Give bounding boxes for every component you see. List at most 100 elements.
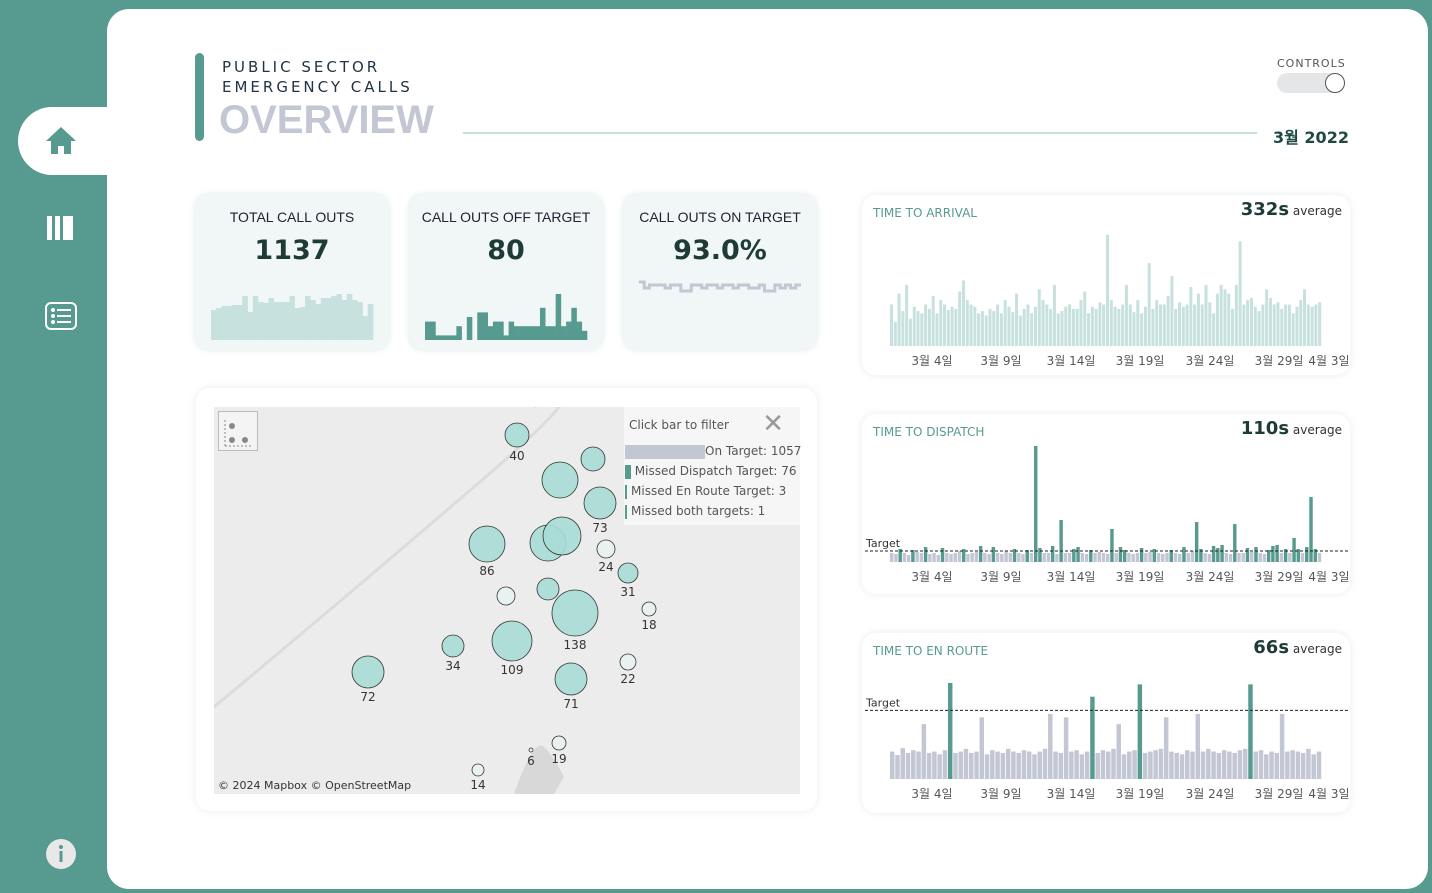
chart-bar[interactable]	[1295, 751, 1301, 779]
chart-bar[interactable]	[1306, 748, 1311, 779]
chart-bar[interactable]	[946, 310, 950, 346]
map-bubble[interactable]	[596, 539, 616, 559]
chart-bar[interactable]	[1253, 306, 1257, 346]
chart-bar[interactable]	[1137, 684, 1143, 779]
chart-bar[interactable]	[1127, 751, 1132, 779]
chart-bar[interactable]	[1280, 308, 1284, 346]
chart-bar[interactable]	[911, 550, 915, 562]
map-bubble[interactable]	[541, 461, 579, 499]
chart-bar[interactable]	[1113, 306, 1117, 346]
chart-bar[interactable]	[953, 752, 958, 779]
chart-bar[interactable]	[1037, 751, 1042, 779]
chart-bar[interactable]	[1101, 553, 1106, 562]
chart-bar[interactable]	[1058, 752, 1064, 779]
chart-bar[interactable]	[974, 751, 979, 779]
chart-bar[interactable]	[1106, 751, 1111, 779]
chart-bar[interactable]	[1237, 750, 1243, 779]
chart-bar[interactable]	[984, 754, 990, 779]
chart-bar[interactable]	[1132, 312, 1136, 346]
chart-bar[interactable]	[1110, 529, 1114, 562]
chart-bar[interactable]	[940, 548, 945, 562]
chart-bar[interactable]	[1032, 754, 1037, 779]
chart-bar[interactable]	[1276, 302, 1280, 346]
chart-bar[interactable]	[1097, 552, 1101, 562]
legend-bar-row[interactable]: On Target: 1057	[624, 443, 801, 461]
chart-bar[interactable]	[942, 750, 948, 779]
chart-bar[interactable]	[1194, 522, 1199, 562]
map-select-tool-icon[interactable]	[218, 411, 258, 451]
chart-bar[interactable]	[1079, 754, 1085, 779]
chart-bar[interactable]	[1144, 553, 1148, 562]
chart-bar[interactable]	[1165, 553, 1169, 562]
chart-bar[interactable]	[1109, 300, 1113, 346]
chart-bar[interactable]	[969, 304, 973, 346]
chart-bar[interactable]	[901, 311, 905, 346]
chart-bar[interactable]	[1000, 554, 1004, 562]
chart-bar[interactable]	[970, 553, 974, 562]
chart-bar[interactable]	[1147, 263, 1151, 346]
chart-bar[interactable]	[1258, 553, 1262, 562]
chart-bar[interactable]	[1018, 315, 1022, 346]
chart-bar[interactable]	[1234, 284, 1238, 346]
chart-bar[interactable]	[1075, 308, 1079, 346]
chart-bar[interactable]	[949, 554, 953, 562]
chart-bar[interactable]	[1185, 304, 1189, 346]
chart-bar[interactable]	[1204, 284, 1208, 346]
chart-bar[interactable]	[1296, 549, 1301, 562]
chart-bar[interactable]	[936, 555, 941, 562]
chart-bar[interactable]	[1037, 289, 1041, 346]
chart-bar[interactable]	[1142, 752, 1148, 779]
chart-bar[interactable]	[1173, 553, 1178, 562]
chart-bar[interactable]	[1140, 313, 1144, 346]
chart-bar[interactable]	[893, 322, 897, 346]
chart-bar[interactable]	[1029, 553, 1034, 562]
chart-bar[interactable]	[915, 552, 919, 562]
chart-bar[interactable]	[1117, 308, 1121, 346]
chart-bar[interactable]	[1068, 304, 1072, 346]
chart-bar[interactable]	[1114, 553, 1118, 562]
chart-bar[interactable]	[902, 553, 907, 562]
chart-bar[interactable]	[1203, 553, 1207, 562]
chart-bar[interactable]	[1254, 547, 1258, 562]
chart-bar[interactable]	[1306, 304, 1310, 346]
legend-bar-row[interactable]: Missed En Route Target: 3	[624, 483, 800, 501]
chart-bar[interactable]	[1122, 550, 1127, 562]
chart-bar[interactable]	[1300, 553, 1305, 562]
chart-bar[interactable]	[932, 751, 937, 779]
chart-bar[interactable]	[979, 717, 985, 779]
chart-bar[interactable]	[1291, 313, 1295, 346]
chart-bar[interactable]	[1030, 313, 1034, 346]
chart-bar[interactable]	[1156, 553, 1161, 562]
chart-bar[interactable]	[1045, 304, 1049, 346]
chart-bar[interactable]	[894, 554, 898, 562]
chart-bar[interactable]	[962, 549, 966, 562]
chart-bar[interactable]	[1131, 554, 1135, 562]
chart-bar[interactable]	[963, 748, 969, 779]
chart-bar[interactable]	[1300, 752, 1306, 779]
chart-bar[interactable]	[1127, 553, 1131, 562]
chart-bar[interactable]	[1253, 751, 1258, 779]
chart-bar[interactable]	[1178, 554, 1182, 562]
chart-bar[interactable]	[1118, 547, 1123, 562]
chart-bar[interactable]	[1015, 293, 1019, 346]
map[interactable]: 40 73 86 24 31 18 138 109 34 72 22 71 19 6 14 © 2024 M…	[214, 407, 800, 794]
close-icon[interactable]: ✕	[762, 409, 784, 439]
chart-bar[interactable]	[1050, 546, 1055, 562]
chart-bar[interactable]	[1258, 750, 1264, 779]
chart-bar[interactable]	[1242, 748, 1248, 779]
chart-bar[interactable]	[995, 553, 1000, 562]
chart-bar[interactable]	[1026, 751, 1032, 779]
chart-bar[interactable]	[908, 318, 912, 346]
chart-bar[interactable]	[966, 554, 970, 562]
map-bubble[interactable]	[504, 422, 530, 448]
chart-bar[interactable]	[995, 751, 1000, 779]
chart-bar[interactable]	[983, 553, 987, 562]
chart-bar[interactable]	[1072, 549, 1076, 562]
chart-bar[interactable]	[1193, 304, 1197, 346]
chart-bar[interactable]	[1106, 234, 1109, 346]
chart-bar[interactable]	[1290, 750, 1295, 779]
chart-bar[interactable]	[953, 553, 957, 562]
chart-bar[interactable]	[927, 308, 931, 346]
chart-bar[interactable]	[1153, 750, 1158, 779]
chart-bar[interactable]	[988, 308, 992, 346]
